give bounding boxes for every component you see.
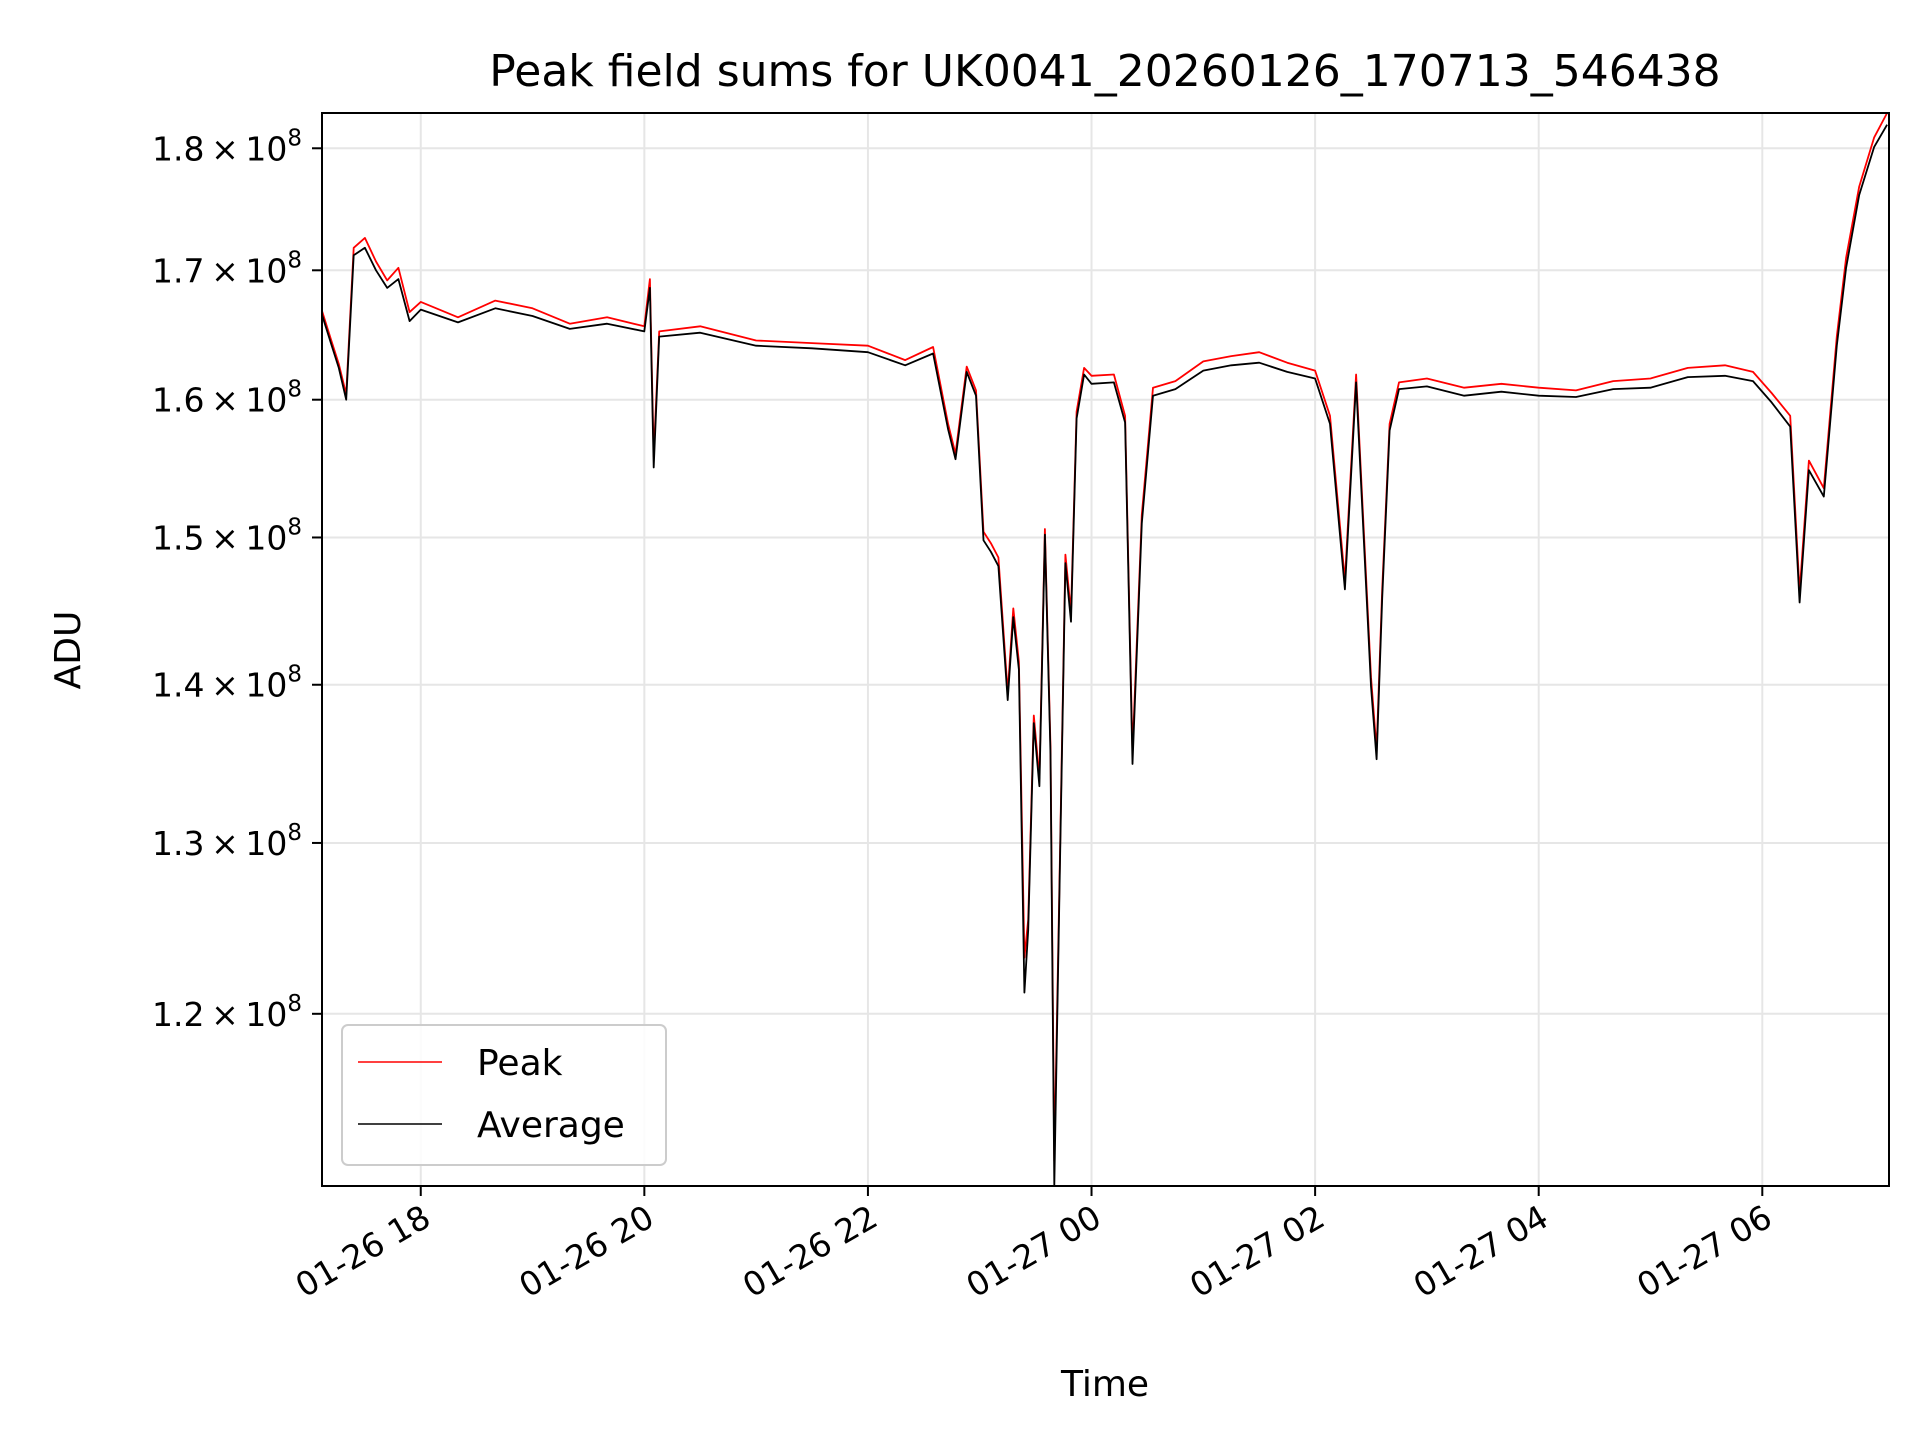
chart-title: Peak field sums for UK0041_20260126_1707…: [489, 46, 1720, 97]
y-tick-label: 1.7 × 108: [152, 247, 302, 290]
legend-label-average: Average: [477, 1105, 625, 1146]
legend: Peak Average: [341, 1024, 667, 1166]
y-tick-label: 1.4 × 108: [152, 662, 302, 705]
y-tick-label: 1.5 × 108: [152, 514, 302, 557]
plot-series: [321, 112, 1888, 1187]
y-axis-label: ADU: [48, 611, 89, 690]
x-axis-label: Time: [1060, 1364, 1149, 1405]
y-tick-label: 1.2 × 108: [152, 991, 302, 1034]
plot-frame: [321, 112, 1890, 1187]
legend-frame: [341, 1024, 667, 1166]
y-tick-label: 1.8 × 108: [152, 125, 302, 168]
y-axis: 1.2 × 108 1.3 × 108 1.4 × 108 1.5 × 108 1.6 …: [152, 125, 322, 1034]
y-tick-label: 1.6 × 108: [152, 377, 302, 420]
legend-label-peak: Peak: [477, 1043, 563, 1084]
grid-lines: [322, 113, 1889, 1186]
y-tick-label: 1.3 × 108: [152, 820, 302, 863]
series-line-average: [321, 124, 1888, 1187]
